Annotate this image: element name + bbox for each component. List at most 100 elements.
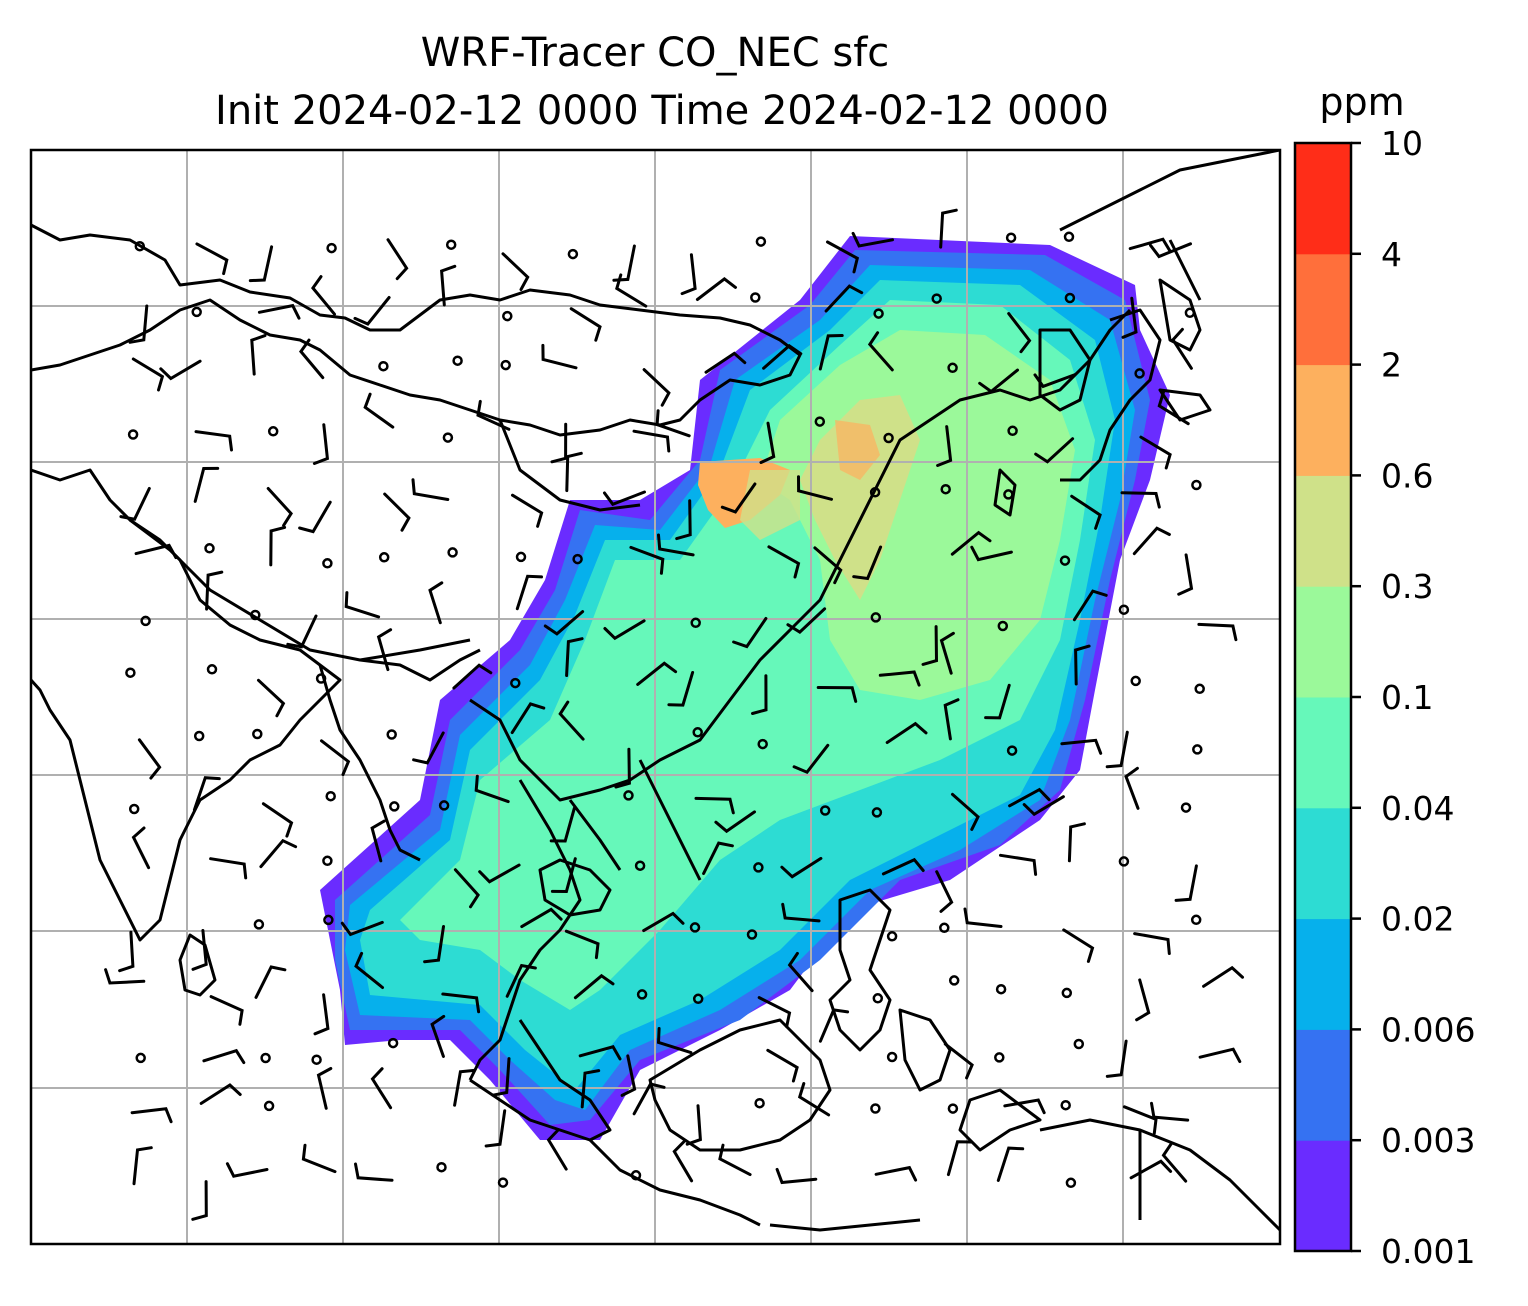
wind-barb <box>202 1048 246 1065</box>
wind-barb <box>632 1082 666 1116</box>
wind-barb <box>1139 435 1172 470</box>
wind-barb <box>257 678 286 718</box>
wind-barb <box>299 338 325 380</box>
wind-barb-calm <box>634 860 646 871</box>
wind-barb <box>428 581 444 625</box>
wind-barb-calm <box>1192 744 1203 755</box>
colorbar-tick-label: 2 <box>1381 346 1402 385</box>
colorbar-tick-label: 0.04 <box>1381 789 1454 828</box>
wind-barb <box>363 392 395 429</box>
wind-barb <box>320 739 351 776</box>
wind-barb <box>250 334 267 376</box>
wind-barb <box>340 920 384 937</box>
colorbar: ppm 0.001 0.003 0.006 0.02 0.04 0.1 0.3 0.6 2 4 10 <box>1293 80 1475 1271</box>
wind-barb-calm <box>128 803 140 815</box>
wind-barb <box>704 351 747 374</box>
wind-barb-calm <box>746 929 758 940</box>
wind-barb <box>718 1143 752 1177</box>
wind-barb <box>656 1027 693 1055</box>
plume-level-0.6b <box>835 420 880 480</box>
wind-barb <box>192 776 221 812</box>
wind-barb <box>1124 766 1140 810</box>
colorbar-tick-label: 10 <box>1381 124 1423 163</box>
wind-barb-calm <box>994 1052 1005 1063</box>
wind-barb-calm <box>311 1054 322 1065</box>
wind-barb <box>558 700 585 741</box>
colorbar-tick-label: 0.02 <box>1381 900 1454 939</box>
wind-barb <box>1133 932 1171 955</box>
wind-barb <box>615 273 648 308</box>
wind-barb <box>614 747 631 789</box>
wind-barb <box>205 570 224 611</box>
wind-barb <box>515 574 543 611</box>
wind-barb-calm <box>326 242 337 254</box>
wind-barb-calm <box>378 552 390 563</box>
wind-barb <box>943 698 960 741</box>
wind-barb-calm <box>572 553 583 565</box>
wind-barb <box>411 478 450 501</box>
wind-barb <box>885 721 928 744</box>
wind-barb-calm <box>447 547 458 558</box>
wind-barb <box>826 240 860 274</box>
wind-barb <box>1033 373 1077 389</box>
wind-barb-calm <box>1064 292 1076 304</box>
colorbar-swatch-3 <box>1295 807 1351 920</box>
wind-barb <box>1008 787 1051 808</box>
wind-barb-calm <box>1005 232 1017 243</box>
wind-barb-calm <box>135 1052 146 1064</box>
wind-barb-calm <box>325 790 336 802</box>
wind-barb <box>573 973 615 1000</box>
wind-barb <box>1149 242 1192 259</box>
wind-barb <box>104 968 146 985</box>
wind-barb <box>569 307 602 342</box>
wind-barb <box>943 1042 974 1080</box>
wind-barb <box>816 686 858 703</box>
wind-barb <box>852 545 883 581</box>
wind-barb-calm <box>253 919 265 930</box>
wind-barb <box>1072 589 1108 622</box>
plume-level-0.3 <box>800 395 920 600</box>
wind-barb-calm <box>997 620 1009 632</box>
wind-barb <box>484 1109 507 1148</box>
wind-barb <box>939 208 958 249</box>
wind-barb <box>762 343 803 370</box>
wind-barb-calm <box>567 248 579 260</box>
colorbar-swatch-1 <box>1295 1029 1351 1141</box>
wind-barb <box>354 1162 394 1182</box>
wind-barb <box>950 530 992 556</box>
wind-barb <box>565 637 584 677</box>
wind-barb <box>655 409 691 438</box>
wind-barb <box>818 334 844 371</box>
wind-barb <box>550 422 568 464</box>
wind-barb <box>311 275 336 316</box>
wind-barb-calm <box>127 429 139 440</box>
colorbar-swatch-0 <box>1295 1140 1351 1252</box>
wind-barb <box>781 902 821 923</box>
wind-barb <box>119 487 151 521</box>
wind-barb <box>1105 730 1129 769</box>
wind-barb <box>254 965 287 999</box>
wind-barb <box>130 1107 173 1124</box>
coastlines-and-borders <box>31 150 1280 1232</box>
wind-barb <box>476 399 511 431</box>
wind-barb-calm <box>1194 683 1205 695</box>
wind-barb <box>501 252 530 291</box>
wind-barb <box>491 1057 511 1097</box>
wind-barb <box>775 1167 818 1185</box>
wind-barb <box>694 796 735 815</box>
wind-barb-calm <box>438 800 450 811</box>
wind-barb <box>1034 437 1075 464</box>
colorbar-swatch-6 <box>1295 475 1351 587</box>
wind-barb <box>191 929 208 971</box>
wind-barb <box>970 545 1013 562</box>
wind-barb-calm <box>1060 1099 1071 1111</box>
wind-barb <box>780 856 823 879</box>
wind-barb <box>312 423 330 465</box>
wind-barb-calm <box>814 416 826 427</box>
wind-barb-calm <box>870 612 882 623</box>
wind-barb <box>642 368 671 407</box>
colorbar-tick-label: 4 <box>1381 235 1402 274</box>
title-line2: Init 2024-02-12 0000 Time 2024-02-12 000… <box>215 88 1109 134</box>
wind-barb <box>851 231 894 248</box>
